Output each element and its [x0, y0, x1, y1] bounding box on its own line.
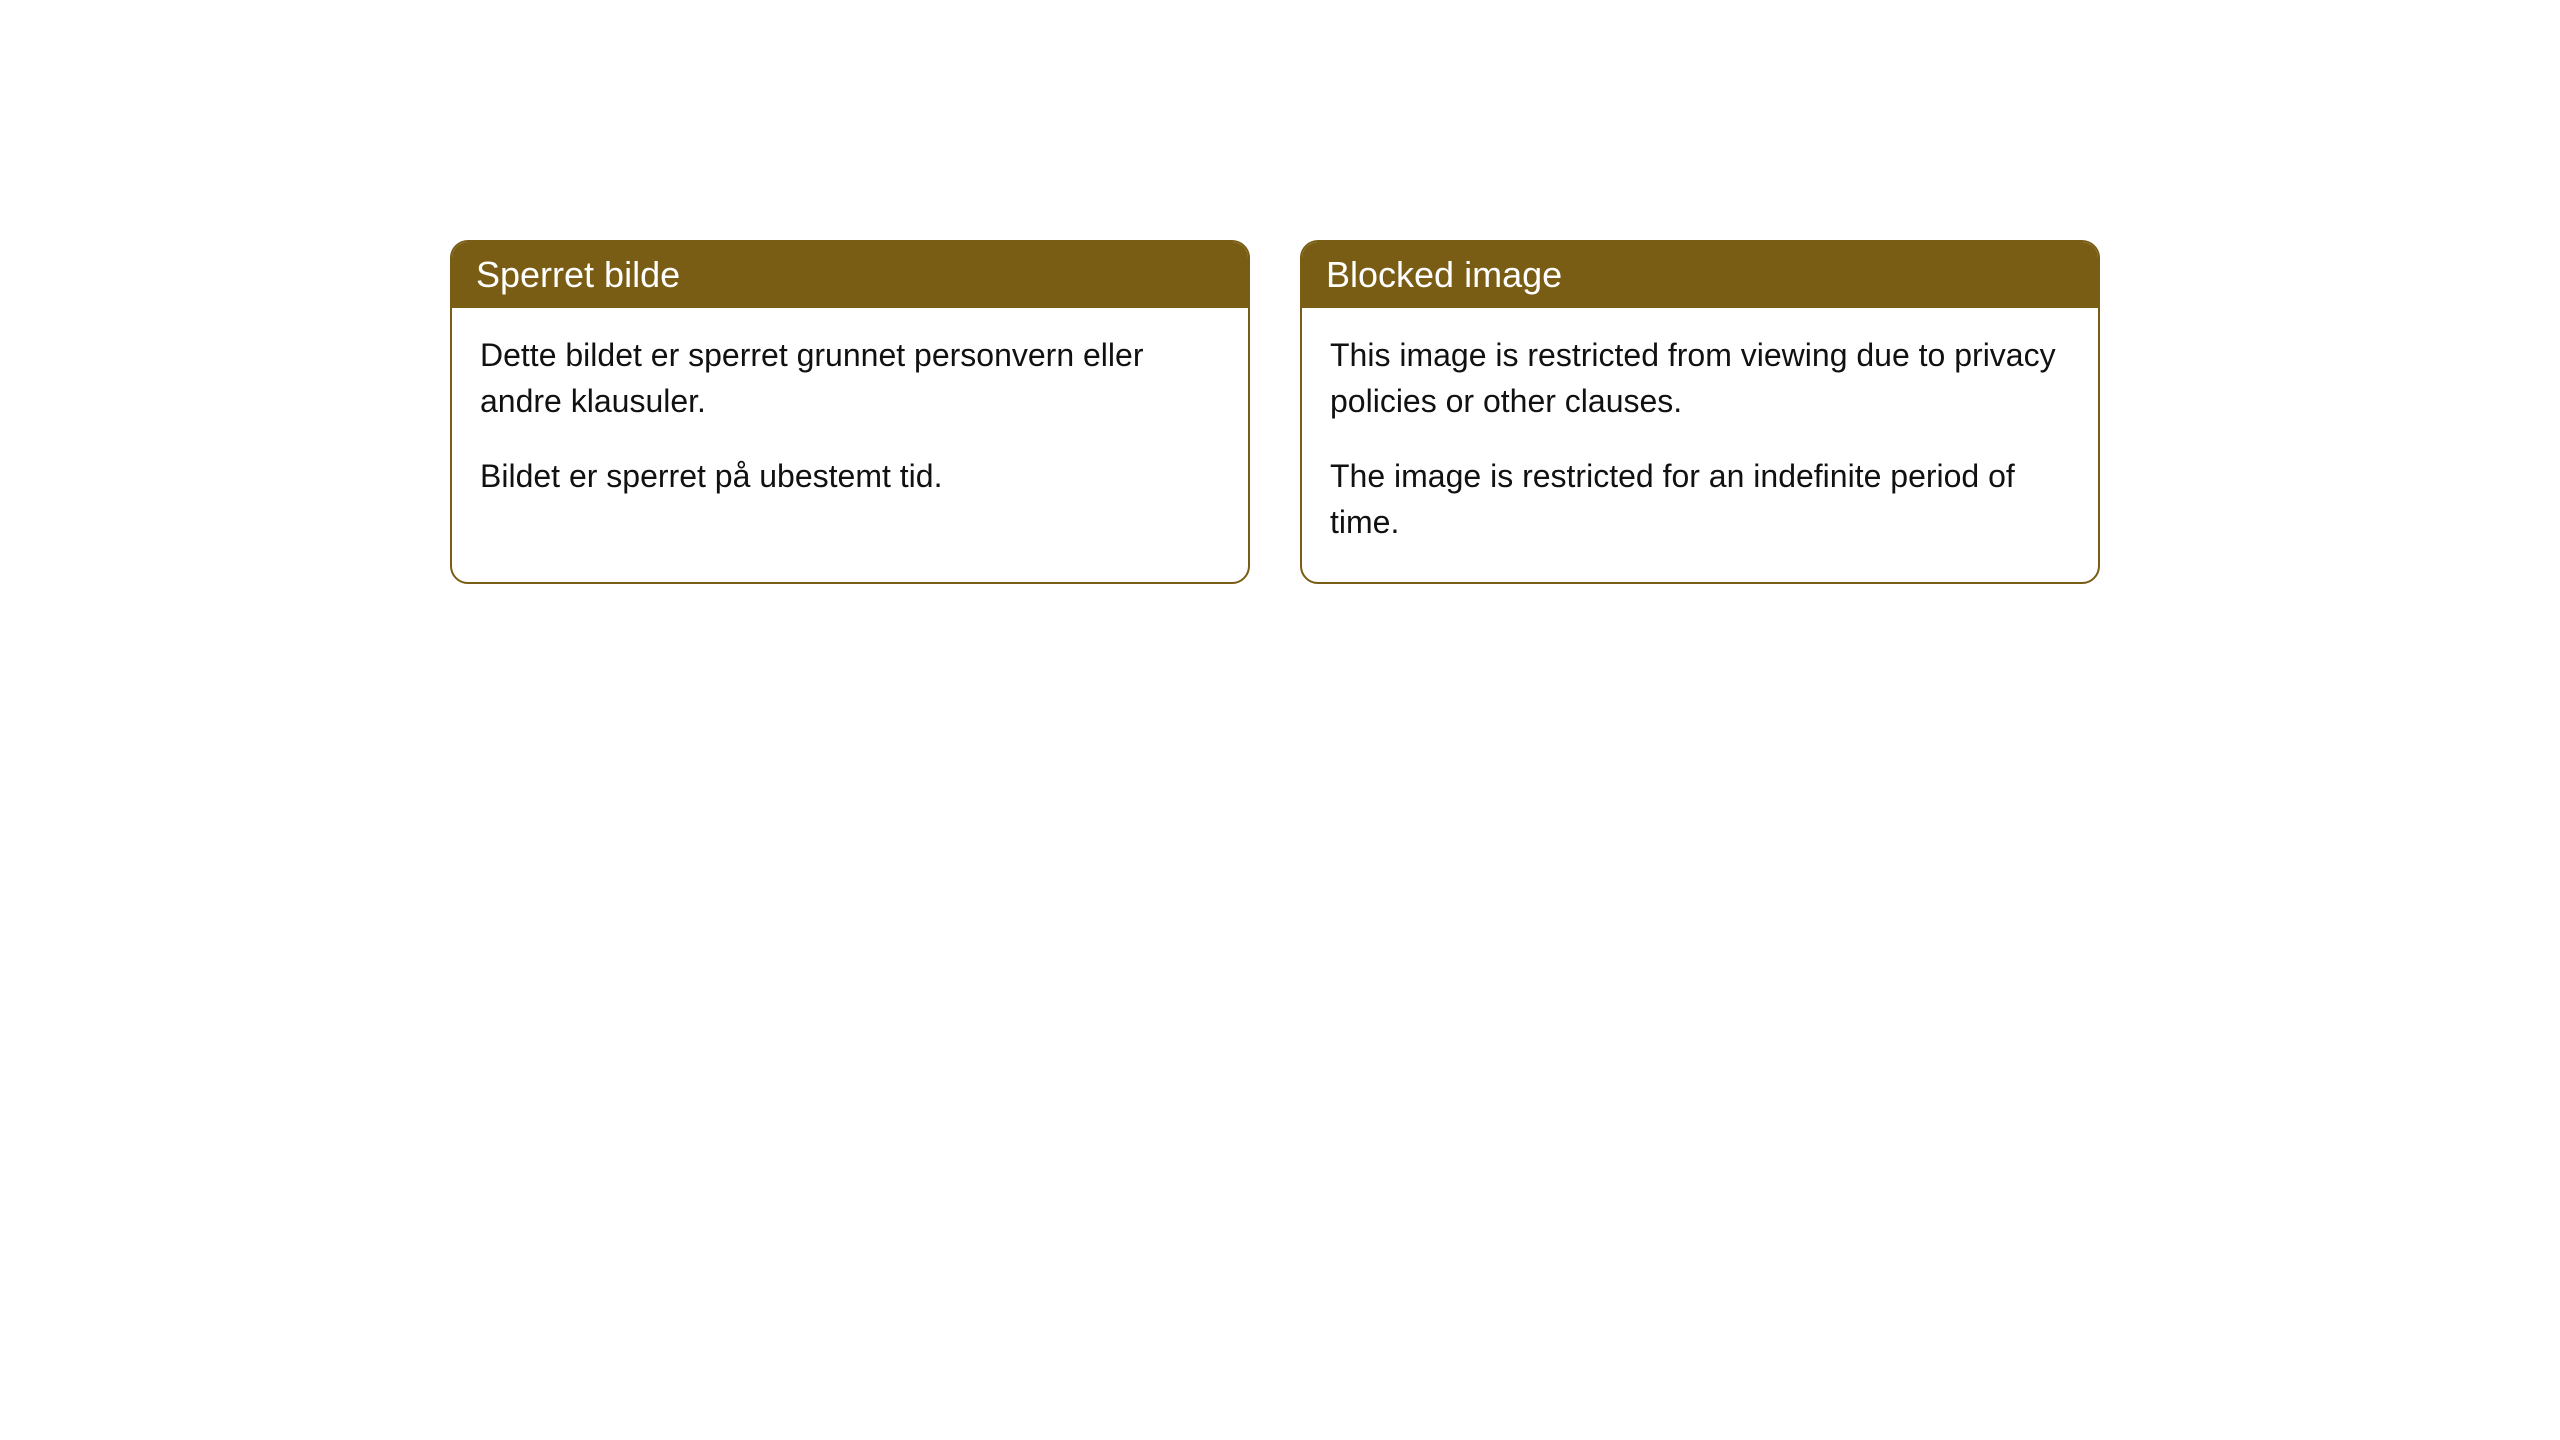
card-header: Sperret bilde [452, 242, 1248, 308]
card-paragraph-1: This image is restricted from viewing du… [1330, 332, 2070, 425]
card-body: Dette bildet er sperret grunnet personve… [452, 308, 1248, 535]
card-title: Blocked image [1326, 254, 1562, 295]
blocked-image-card-no: Sperret bilde Dette bildet er sperret gr… [450, 240, 1250, 584]
card-title: Sperret bilde [476, 254, 680, 295]
card-body: This image is restricted from viewing du… [1302, 308, 2098, 582]
card-paragraph-1: Dette bildet er sperret grunnet personve… [480, 332, 1220, 425]
card-header: Blocked image [1302, 242, 2098, 308]
cards-container: Sperret bilde Dette bildet er sperret gr… [450, 240, 2560, 584]
card-paragraph-2: Bildet er sperret på ubestemt tid. [480, 453, 1220, 499]
blocked-image-card-en: Blocked image This image is restricted f… [1300, 240, 2100, 584]
card-paragraph-2: The image is restricted for an indefinit… [1330, 453, 2070, 546]
